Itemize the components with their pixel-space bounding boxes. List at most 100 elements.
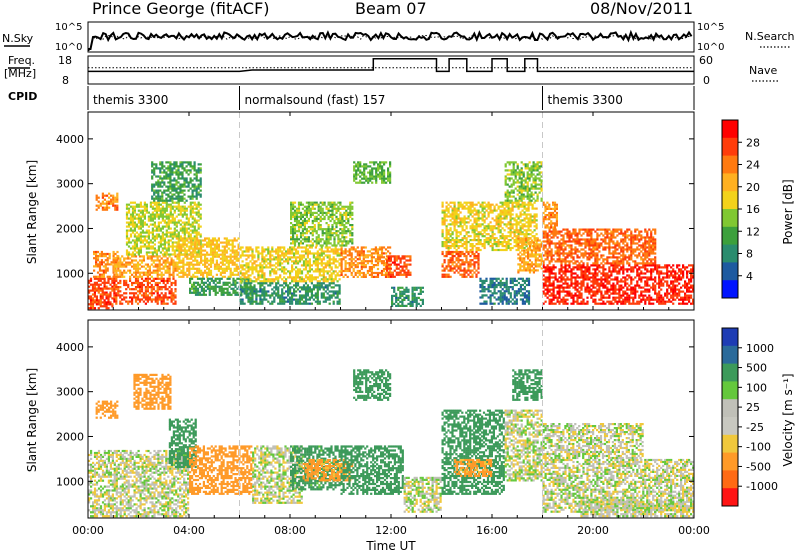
data-cell	[259, 276, 262, 279]
data-cell	[340, 269, 343, 273]
data-cell	[302, 250, 306, 253]
data-cell	[505, 205, 508, 208]
data-cell	[325, 207, 328, 210]
data-cell	[471, 263, 474, 266]
data-cell	[302, 288, 306, 291]
data-cell	[269, 266, 272, 269]
data-cell	[355, 171, 358, 174]
data-cell	[136, 296, 140, 299]
data-cell	[332, 282, 335, 285]
data-cell	[235, 263, 238, 266]
data-cell	[507, 209, 510, 212]
data-cell	[197, 251, 200, 254]
data-cell	[413, 294, 416, 297]
data-cell	[457, 231, 460, 234]
data-cell	[378, 258, 382, 261]
data-cell	[384, 275, 388, 278]
data-cell	[166, 302, 169, 305]
data-cell	[167, 217, 170, 220]
data-cell	[499, 211, 502, 214]
data-cell	[127, 211, 131, 214]
data-cell	[283, 246, 286, 249]
data-cell	[93, 307, 96, 310]
data-cell	[221, 241, 224, 244]
data-cell	[149, 241, 152, 244]
data-cell	[342, 269, 345, 273]
data-cell	[391, 261, 394, 264]
data-cell	[320, 260, 323, 263]
data-cell	[195, 219, 198, 222]
data-cell	[145, 245, 148, 248]
data-cell	[443, 269, 446, 272]
data-cell	[141, 235, 144, 238]
data-cell	[308, 290, 311, 293]
data-cell	[161, 179, 164, 182]
data-cell	[343, 228, 346, 231]
data-cell	[324, 280, 327, 283]
data-cell	[192, 265, 195, 268]
data-cell	[354, 264, 357, 267]
data-cell	[189, 181, 192, 184]
data-cell	[225, 245, 228, 248]
data-cell	[306, 284, 309, 287]
data-cell	[169, 219, 172, 222]
data-cell	[177, 169, 180, 172]
data-cell	[187, 231, 190, 234]
data-cell	[114, 198, 117, 201]
data-cell	[318, 248, 321, 251]
data-cell	[307, 226, 310, 229]
data-cell	[451, 243, 454, 246]
data-cell	[501, 221, 504, 224]
data-cell	[483, 213, 486, 216]
data-cell	[509, 207, 512, 210]
data-cell	[182, 271, 185, 274]
data-cell	[328, 302, 331, 305]
data-cell	[101, 196, 104, 199]
data-cell	[457, 245, 460, 248]
data-cell	[332, 302, 335, 305]
data-cell	[361, 177, 364, 180]
data-cell	[153, 235, 156, 238]
data-cell	[140, 286, 144, 289]
data-cell	[257, 254, 260, 257]
data-cell	[115, 273, 118, 276]
data-cell	[171, 167, 174, 170]
data-cell	[495, 227, 498, 230]
data-cell	[326, 250, 329, 253]
data-cell	[211, 259, 215, 262]
data-cell	[361, 171, 364, 174]
data-cell	[154, 263, 157, 266]
data-cell	[391, 286, 394, 289]
data-cell	[207, 269, 211, 272]
data-cell	[219, 241, 222, 244]
data-cell	[125, 300, 128, 303]
data-cell	[330, 258, 333, 261]
data-cell	[160, 279, 163, 282]
data-cell	[138, 300, 142, 303]
data-cell	[293, 292, 296, 295]
data-cell	[298, 298, 302, 301]
data-cell	[296, 252, 300, 255]
data-cell	[185, 177, 188, 180]
data-cell	[395, 265, 398, 268]
data-cell	[405, 271, 408, 274]
data-cell	[310, 252, 313, 255]
data-cell	[352, 262, 355, 265]
data-cell	[333, 219, 336, 223]
data-cell	[336, 290, 339, 293]
data-cell	[359, 161, 362, 164]
data-cell	[391, 294, 394, 297]
data-cell	[316, 280, 319, 283]
data-cell	[287, 256, 290, 259]
data-cell	[185, 213, 188, 216]
data-cell	[157, 217, 160, 220]
data-cell	[161, 231, 164, 234]
data-cell	[445, 245, 448, 248]
data-cell	[326, 248, 329, 251]
data-cell	[297, 219, 301, 223]
data-cell	[101, 194, 104, 197]
data-cell	[156, 263, 159, 266]
data-cell	[447, 275, 450, 278]
data-cell	[125, 233, 129, 236]
data-cell	[162, 265, 165, 268]
